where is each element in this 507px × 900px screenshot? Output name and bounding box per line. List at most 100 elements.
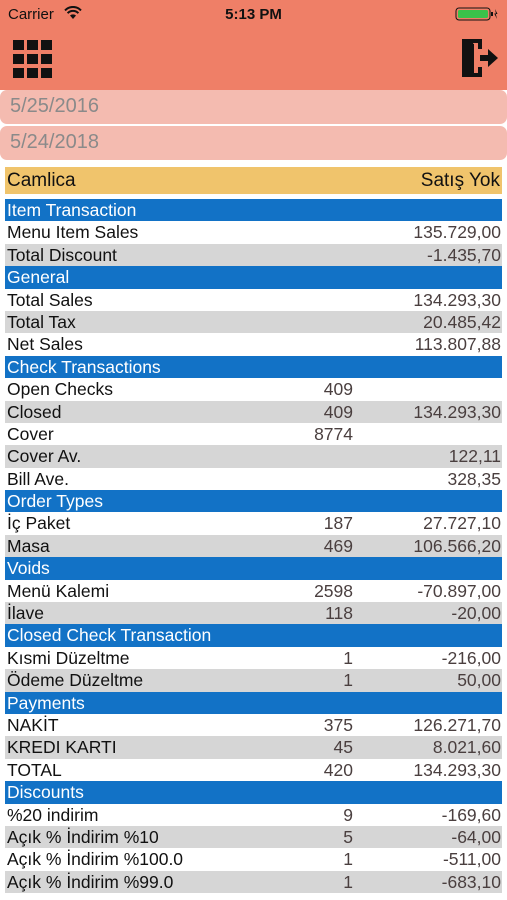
row-label: Açık % İndirim %10	[7, 826, 159, 847]
row-label: Masa	[7, 535, 50, 556]
report-row: Menu Item Sales 135.729,00	[5, 221, 502, 243]
row-amount: 20.485,42	[423, 311, 501, 332]
row-count: 1	[343, 849, 353, 870]
row-amount: 122,11	[448, 446, 501, 467]
battery-icon	[455, 7, 498, 21]
row-amount: -216,00	[441, 647, 501, 668]
section-header: Order Types	[5, 490, 502, 513]
row-count: 118	[325, 603, 353, 624]
report-row: Açık % İndirim %100.0 1 -511,00	[5, 848, 502, 870]
row-amount: 126.271,70	[413, 714, 501, 735]
carrier-label: Carrier	[8, 6, 54, 23]
row-count: 409	[323, 401, 353, 422]
row-count: 1	[343, 670, 353, 691]
row-label: NAKİT	[7, 714, 59, 735]
row-count: 45	[333, 737, 353, 758]
grid-menu-icon[interactable]	[13, 40, 53, 78]
row-label: Total Discount	[7, 244, 117, 265]
row-label: Open Checks	[7, 379, 114, 400]
row-label: TOTAL	[7, 759, 62, 780]
row-count: 187	[323, 513, 353, 534]
report-row: Open Checks 409	[5, 378, 502, 400]
row-count: 1	[343, 871, 353, 892]
section-title: Item Transaction	[7, 200, 137, 220]
row-amount: -1.435,70	[427, 244, 501, 265]
report-row: NAKİT 375 126.271,70	[5, 714, 502, 736]
row-label: Cover	[7, 423, 54, 444]
start-date-field[interactable]: 5/25/2016	[0, 90, 507, 124]
report-row: Net Sales 113.807,88	[5, 333, 502, 355]
report-row: Total Discount -1.435,70	[5, 243, 502, 267]
row-label: Cover Av.	[7, 446, 82, 467]
row-label: Kısmi Düzeltme	[7, 647, 130, 668]
status-bar: Carrier 5:13 PM	[0, 0, 507, 28]
report-row: %20 indirim 9 -169,60	[5, 804, 502, 826]
row-count: 469	[323, 535, 353, 556]
row-label: Total Tax	[7, 311, 76, 332]
store-sales-status: Satış Yok	[420, 170, 500, 191]
section-header: Payments	[5, 691, 502, 714]
section-header: General	[5, 266, 502, 289]
row-amount: -20,00	[451, 603, 501, 624]
report-row: TOTAL 420 134.293,30	[5, 759, 502, 781]
row-count: 375	[323, 714, 353, 735]
row-amount: -683,10	[441, 871, 501, 892]
row-count: 420	[323, 759, 353, 780]
row-count: 8774	[314, 423, 353, 444]
row-amount: 135.729,00	[413, 222, 501, 243]
row-count: 409	[323, 379, 353, 400]
clock-time: 5:13 PM	[225, 6, 282, 23]
row-amount: 134.293,30	[413, 759, 501, 780]
row-label: Net Sales	[7, 334, 83, 355]
section-title: Payments	[7, 692, 85, 713]
row-label: Açık % İndirim %99.0	[7, 871, 174, 892]
row-amount: 50,00	[457, 670, 501, 691]
report-row: Ödeme Düzeltme 1 50,00	[5, 669, 502, 692]
report-row: Kısmi Düzeltme 1 -216,00	[5, 647, 502, 669]
row-amount: 134.293,30	[413, 289, 501, 310]
row-label: KREDI KARTI	[7, 737, 117, 758]
row-label: %20 indirim	[7, 804, 99, 825]
row-label: Total Sales	[7, 289, 93, 310]
report-row: Masa 469 106.566,20	[5, 534, 502, 558]
row-label: Menu Item Sales	[7, 222, 139, 243]
section-title: Closed Check Transaction	[7, 625, 212, 646]
section-header: Item Transaction	[5, 199, 502, 222]
exit-door-icon[interactable]	[460, 37, 500, 79]
row-amount: 27.727,10	[423, 513, 501, 534]
row-count: 2598	[314, 580, 353, 601]
section-title: Order Types	[7, 491, 103, 512]
section-header: Voids	[5, 557, 502, 580]
report-row: KREDI KARTI 45 8.021,60	[5, 736, 502, 759]
row-count: 1	[343, 647, 353, 668]
store-header: Camlica Satış Yok	[5, 167, 502, 194]
report-row: İç Paket 187 27.727,10	[5, 512, 502, 534]
row-label: Closed	[7, 401, 62, 422]
section-title: General	[7, 267, 70, 288]
row-label: Menü Kalemi	[7, 580, 110, 601]
row-amount: 328,35	[447, 468, 501, 489]
row-amount: -70.897,00	[417, 580, 501, 601]
report-row: Closed 409 134.293,30	[5, 400, 502, 423]
report-row: Cover 8774	[5, 423, 502, 445]
sales-report-table: Item Transaction Menu Item Sales 135.729,0…	[5, 199, 502, 894]
report-row: Açık % İndirim %99.0 1 -683,10	[5, 870, 502, 894]
row-amount: -169,60	[441, 804, 501, 825]
row-amount: -511,00	[442, 849, 501, 870]
row-count: 9	[343, 804, 353, 825]
row-amount: 106.566,20	[413, 535, 501, 556]
row-label: Bill Ave.	[7, 468, 69, 489]
store-name: Camlica	[7, 170, 76, 191]
end-date-field[interactable]: 5/24/2018	[0, 126, 507, 160]
section-header: Check Transactions	[5, 355, 502, 379]
report-row: İlave 118 -20,00	[5, 602, 502, 625]
row-count: 5	[343, 826, 353, 847]
row-label: İlave	[7, 603, 44, 624]
section-title: Discounts	[7, 782, 84, 803]
report-row: Açık % İndirim %10 5 -64,00	[5, 825, 502, 849]
row-label: Ödeme Düzeltme	[7, 670, 144, 691]
section-header: Closed Check Transaction	[5, 624, 502, 647]
row-amount: 113.807,88	[414, 334, 501, 355]
row-amount: 8.021,60	[432, 737, 501, 758]
report-row: Total Tax 20.485,42	[5, 310, 502, 334]
